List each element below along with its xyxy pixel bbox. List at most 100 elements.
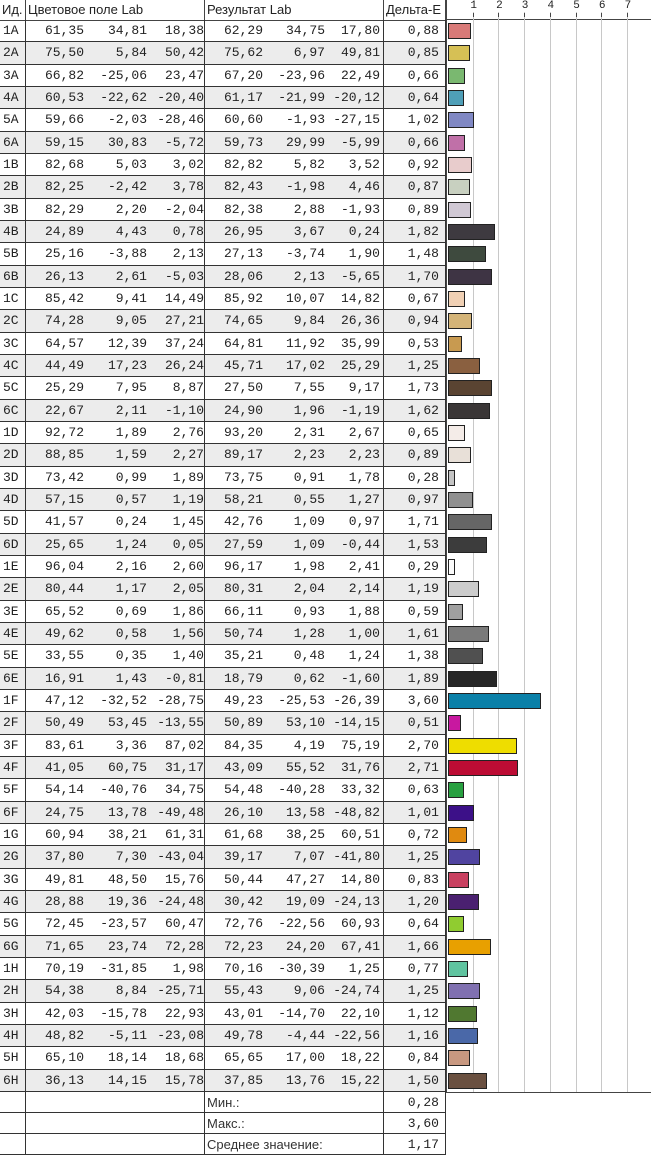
tick-label: 7 <box>624 0 632 12</box>
delta-e-value: 0,29 <box>384 555 446 578</box>
sample-b-value: -2,04 <box>164 201 204 217</box>
delta-e-bar <box>448 938 491 955</box>
result-L-value: 58,21 <box>223 491 263 507</box>
sample-a-value: 38,21 <box>107 826 147 842</box>
patch-id: 2G <box>0 846 26 868</box>
sample-lab-cell <box>26 399 205 421</box>
result-a-value: 17,02 <box>285 357 325 373</box>
result-b-value: 31,76 <box>340 759 380 775</box>
patch-id: 1F <box>0 689 26 712</box>
patch-id: 2F <box>0 712 26 734</box>
sample-lab-cell <box>26 198 205 220</box>
result-L-value: 49,78 <box>223 1027 263 1043</box>
sample-L-value: 26,13 <box>44 268 84 284</box>
patch-id: 1B <box>0 153 26 176</box>
sample-a-value: 0,69 <box>115 603 147 619</box>
sample-b-value: 22,93 <box>164 1005 204 1021</box>
result-a-value: -3,74 <box>285 246 325 262</box>
sample-L-value: 75,50 <box>44 45 84 61</box>
result-b-value: 0,24 <box>348 223 380 239</box>
patch-id: 5H <box>0 1047 26 1069</box>
sample-lab-cell <box>26 131 205 153</box>
sample-b-value: 1,56 <box>172 625 204 641</box>
result-b-value: 22,49 <box>340 67 380 83</box>
result-b-value: -1,93 <box>340 201 380 217</box>
sample-L-value: 82,68 <box>44 156 84 172</box>
result-L-value: 27,13 <box>223 246 263 262</box>
delta-e-value: 1,02 <box>384 109 446 131</box>
table-row: 1G 0,72 60,94 38,21 61,31 61,68 38,25 60,51 <box>0 823 446 847</box>
sample-L-value: 41,57 <box>44 514 84 530</box>
patch-id: 3D <box>0 466 26 488</box>
result-b-value: 33,32 <box>340 782 380 798</box>
delta-e-bar <box>448 603 464 620</box>
delta-e-value: 0,89 <box>384 444 446 466</box>
sample-L-value: 25,65 <box>44 536 84 552</box>
sample-lab-cell <box>26 957 205 980</box>
table-row: 5E 1,38 33,55 0,35 1,40 35,21 0,48 1,24 <box>0 645 446 668</box>
table-row: 6B 1,70 26,13 2,61 -5,03 28,06 2,13 -5,65 <box>0 265 446 288</box>
table-row: 6H 1,50 36,13 14,15 15,78 37,85 13,76 15,22 <box>0 1069 446 1092</box>
result-a-value: 1,09 <box>293 514 325 530</box>
sample-lab-cell <box>26 578 205 600</box>
result-b-value: -27,15 <box>333 112 380 128</box>
result-b-value: -26,39 <box>333 692 380 708</box>
result-b-value: 14,82 <box>340 290 380 306</box>
table-row: 6F 1,01 24,75 13,78 -49,48 26,10 13,58 -48,82 <box>0 801 446 824</box>
delta-e-bar <box>448 357 481 374</box>
delta-e-value: 1,53 <box>384 533 446 555</box>
delta-e-value: 0,65 <box>384 421 446 444</box>
result-b-value: -24,74 <box>333 983 380 999</box>
result-lab-cell <box>205 555 384 578</box>
sample-b-value: -0,81 <box>164 670 204 686</box>
result-L-value: 35,21 <box>223 648 263 664</box>
tick-label: 1 <box>470 0 477 12</box>
result-L-value: 55,43 <box>223 983 263 999</box>
sample-a-value: -5,11 <box>107 1027 147 1043</box>
table-row: 6E 1,89 16,91 1,43 -0,81 18,79 0,62 -1,60 <box>0 667 446 690</box>
result-lab-cell <box>205 176 384 198</box>
result-a-value: -4,44 <box>285 1027 325 1043</box>
sample-b-value: 72,28 <box>164 938 204 954</box>
result-lab-cell <box>205 153 384 176</box>
result-b-value: 18,22 <box>340 1050 380 1066</box>
sample-L-value: 61,35 <box>44 23 84 38</box>
sample-a-value: 5,84 <box>115 45 147 61</box>
result-b-value: -1,19 <box>340 402 380 418</box>
sample-a-value: 13,78 <box>107 804 147 820</box>
result-b-value: -0,44 <box>340 536 380 552</box>
result-lab-cell <box>205 1069 384 1091</box>
result-L-value: 61,68 <box>223 826 263 842</box>
result-L-value: 27,50 <box>223 380 263 396</box>
empty-cell <box>0 1133 26 1154</box>
result-lab-cell <box>205 801 384 823</box>
sample-b-value: 18,38 <box>164 23 204 38</box>
delta-e-value: 1,82 <box>384 220 446 243</box>
sample-lab-cell <box>26 220 205 243</box>
sample-L-value: 83,61 <box>44 737 84 753</box>
delta-e-bar <box>448 916 465 933</box>
sample-b-value: 2,27 <box>172 447 204 463</box>
empty-cell <box>26 1133 205 1154</box>
header-sample-lab: Цветовое поле Lab <box>26 0 205 20</box>
sample-lab-cell <box>26 243 205 265</box>
sample-L-value: 49,81 <box>44 871 84 887</box>
result-L-value: 59,73 <box>223 134 263 150</box>
axis-line <box>447 19 651 20</box>
delta-e-value: 1,38 <box>384 645 446 667</box>
sample-lab-cell <box>26 511 205 533</box>
result-lab-cell <box>205 868 384 890</box>
patch-id: 2C <box>0 310 26 332</box>
delta-e-value: 0,83 <box>384 868 446 890</box>
sample-b-value: 18,68 <box>164 1050 204 1066</box>
sample-a-value: 2,61 <box>115 268 147 284</box>
sample-a-value: 1,17 <box>115 581 147 597</box>
sample-lab-cell <box>26 377 205 399</box>
sample-b-value: 15,78 <box>164 1072 204 1088</box>
gridline <box>626 12 628 1092</box>
result-L-value: 60,60 <box>223 112 263 128</box>
result-lab-cell <box>205 600 384 622</box>
sample-b-value: -43,04 <box>157 849 204 865</box>
summary-row: Мин.: 0,28 <box>0 1091 446 1113</box>
sample-L-value: 82,29 <box>44 201 84 217</box>
